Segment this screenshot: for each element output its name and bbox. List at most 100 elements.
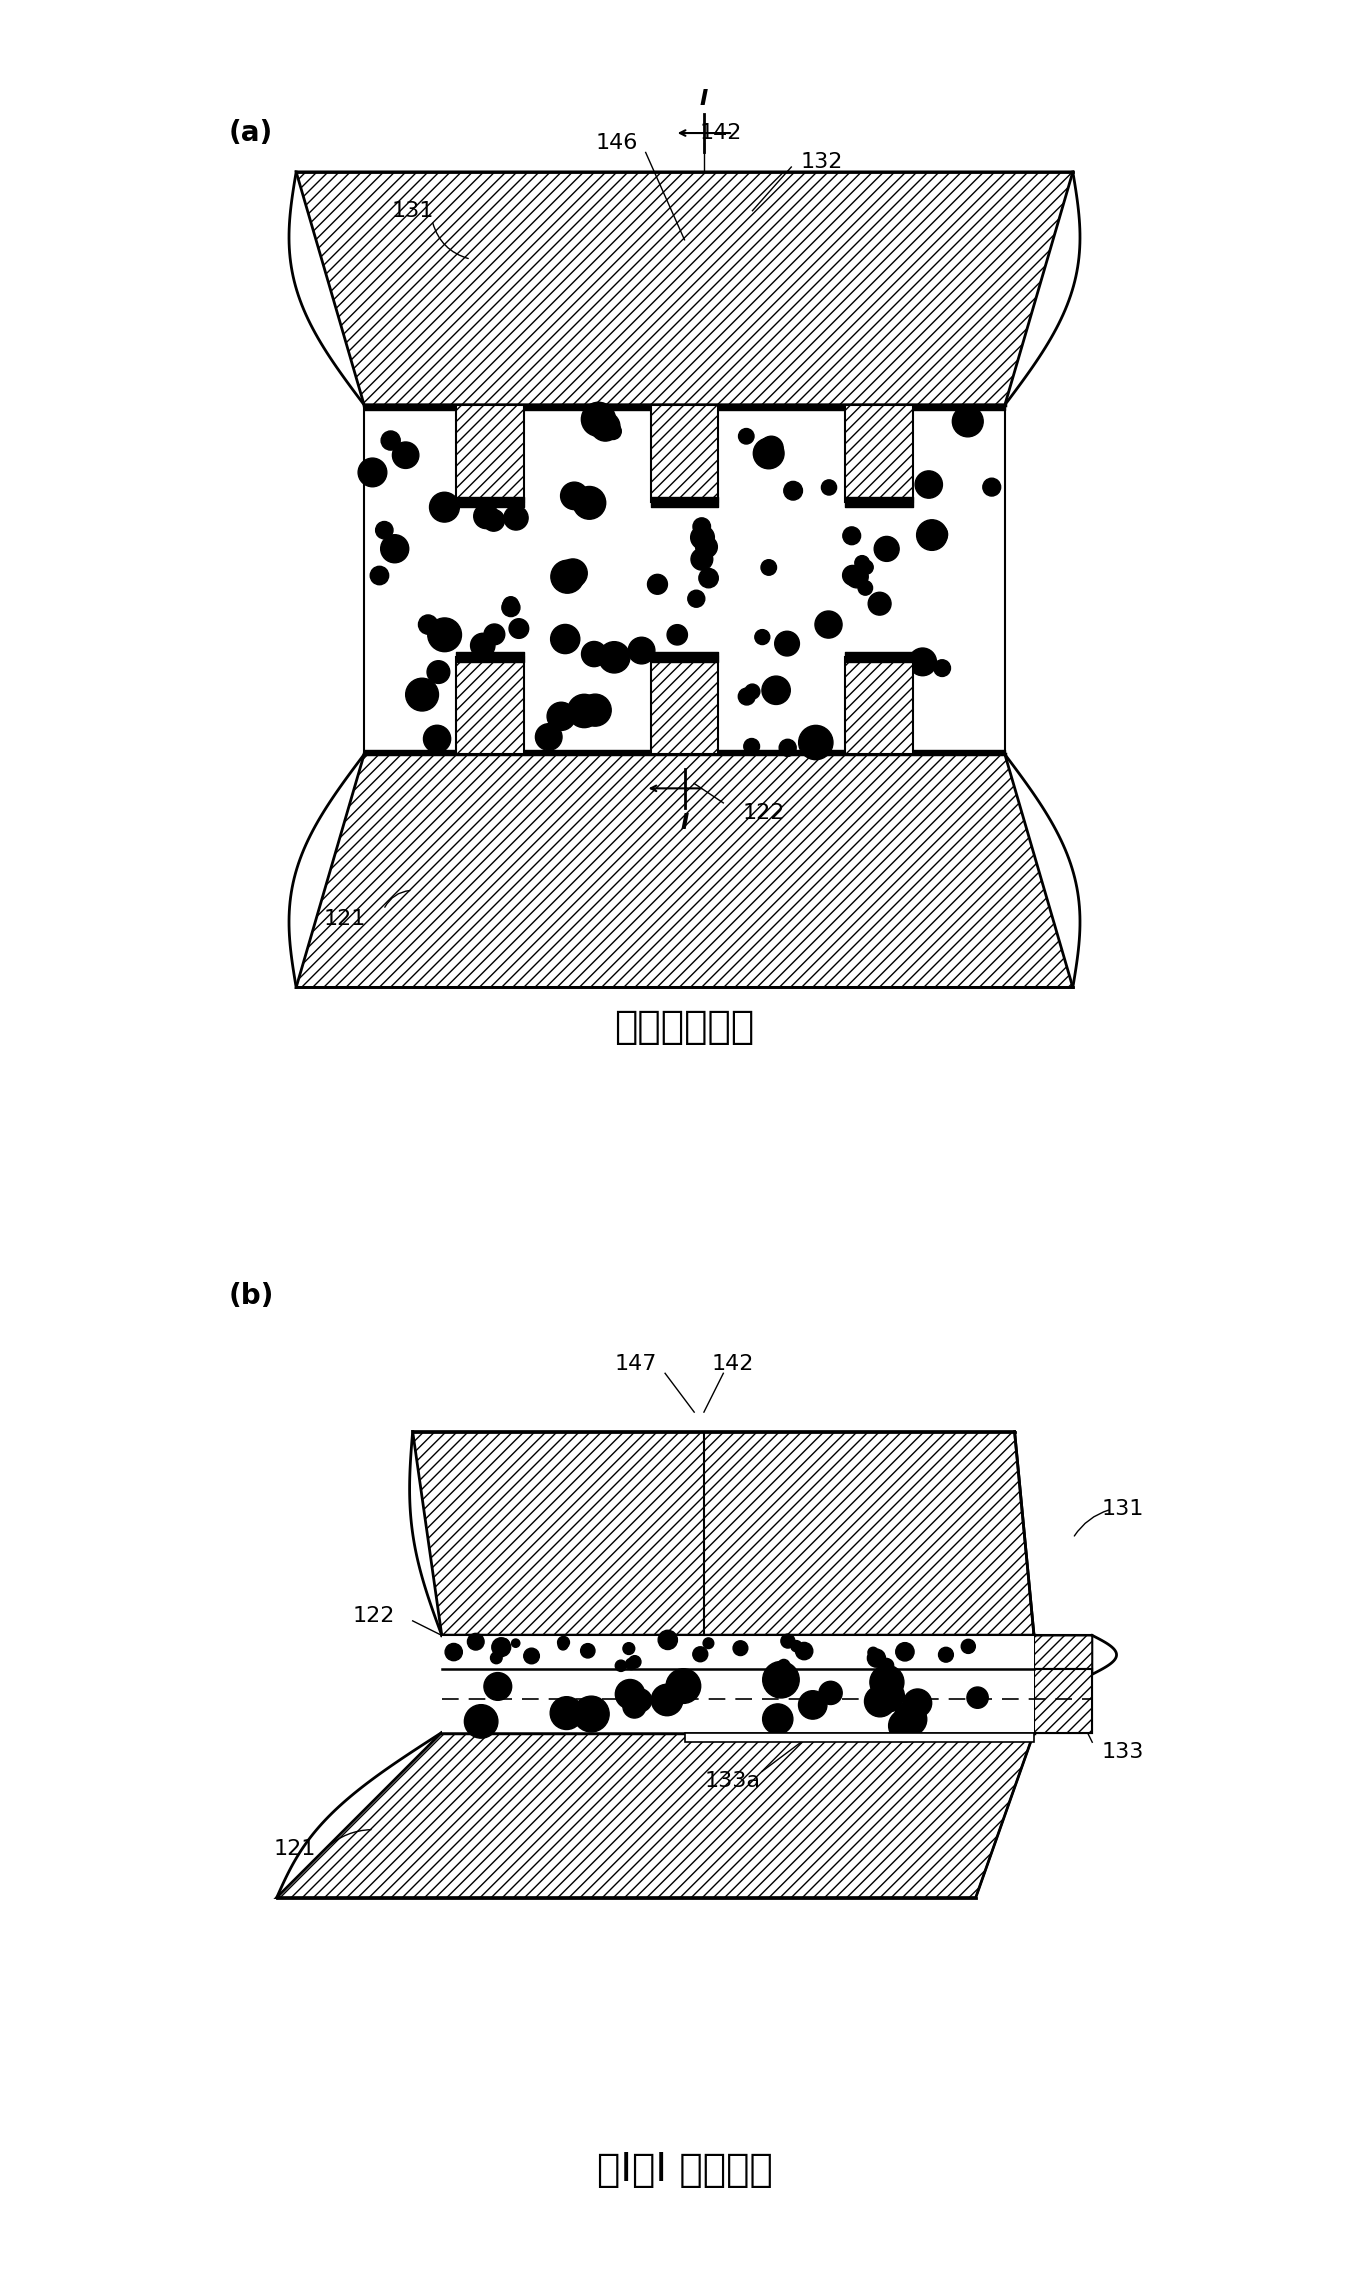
Circle shape <box>474 505 498 530</box>
Circle shape <box>582 402 616 436</box>
Circle shape <box>483 1673 512 1701</box>
Circle shape <box>735 1644 746 1655</box>
Circle shape <box>427 619 461 651</box>
Circle shape <box>605 422 622 441</box>
Polygon shape <box>456 658 524 753</box>
Circle shape <box>598 642 630 673</box>
Circle shape <box>427 660 450 683</box>
Circle shape <box>868 591 891 614</box>
Circle shape <box>502 598 520 616</box>
Circle shape <box>780 1635 795 1648</box>
Circle shape <box>763 1662 799 1699</box>
Circle shape <box>738 429 754 443</box>
Text: （现有技术）: （现有技术） <box>615 1007 754 1046</box>
Polygon shape <box>296 171 1073 404</box>
Circle shape <box>557 1637 570 1648</box>
Circle shape <box>423 726 450 753</box>
Circle shape <box>815 612 842 639</box>
Circle shape <box>445 1644 463 1660</box>
Circle shape <box>559 1639 568 1651</box>
Circle shape <box>875 537 899 562</box>
Circle shape <box>509 619 528 639</box>
Polygon shape <box>442 1669 1034 1733</box>
Circle shape <box>888 1710 921 1742</box>
Circle shape <box>550 626 580 653</box>
Text: 121: 121 <box>274 1840 316 1858</box>
Circle shape <box>961 1639 975 1653</box>
Circle shape <box>843 527 861 546</box>
Text: 133a: 133a <box>705 1772 761 1792</box>
Circle shape <box>471 632 496 658</box>
Circle shape <box>568 694 601 728</box>
Circle shape <box>868 1648 886 1667</box>
Polygon shape <box>442 1635 1034 1669</box>
Circle shape <box>393 443 419 468</box>
Circle shape <box>628 1689 652 1712</box>
Circle shape <box>784 482 802 500</box>
Circle shape <box>628 637 654 664</box>
Circle shape <box>359 459 387 486</box>
Polygon shape <box>1034 1669 1092 1733</box>
Circle shape <box>524 1648 539 1664</box>
Circle shape <box>894 1703 927 1735</box>
Polygon shape <box>684 1733 1034 1742</box>
Circle shape <box>687 591 705 607</box>
Text: I: I <box>700 89 708 110</box>
Polygon shape <box>845 404 913 502</box>
Text: 122: 122 <box>353 1605 396 1625</box>
Circle shape <box>927 525 947 546</box>
Polygon shape <box>364 404 1005 753</box>
Circle shape <box>895 1644 914 1662</box>
Circle shape <box>760 436 783 459</box>
Circle shape <box>868 1648 879 1657</box>
Circle shape <box>909 648 936 676</box>
Text: 121: 121 <box>323 909 366 929</box>
Circle shape <box>904 1689 932 1717</box>
Circle shape <box>491 1637 511 1657</box>
Circle shape <box>778 1660 790 1671</box>
Circle shape <box>623 1694 646 1719</box>
Circle shape <box>560 482 589 509</box>
Circle shape <box>879 1657 894 1673</box>
Circle shape <box>691 525 715 550</box>
Circle shape <box>574 1696 609 1733</box>
Circle shape <box>775 632 799 655</box>
Text: (b): (b) <box>229 1281 274 1310</box>
Circle shape <box>535 724 563 751</box>
Circle shape <box>798 1692 827 1719</box>
Circle shape <box>550 1696 583 1731</box>
Circle shape <box>860 559 873 575</box>
Circle shape <box>375 521 393 539</box>
Circle shape <box>842 566 862 584</box>
Circle shape <box>667 626 687 646</box>
Circle shape <box>698 568 719 587</box>
Circle shape <box>939 1648 953 1662</box>
Text: 133: 133 <box>1102 1742 1144 1762</box>
Circle shape <box>732 1641 747 1655</box>
Circle shape <box>582 642 606 667</box>
Circle shape <box>648 575 668 594</box>
Circle shape <box>579 694 611 726</box>
Circle shape <box>626 1657 637 1669</box>
Circle shape <box>550 559 583 594</box>
Circle shape <box>652 1685 683 1717</box>
Circle shape <box>873 1680 905 1712</box>
Circle shape <box>854 555 869 571</box>
Circle shape <box>500 1639 509 1648</box>
Circle shape <box>819 1680 842 1705</box>
Circle shape <box>667 1669 701 1703</box>
Circle shape <box>580 1644 596 1657</box>
Circle shape <box>983 477 1001 495</box>
Text: 122: 122 <box>743 804 786 822</box>
Circle shape <box>485 623 505 644</box>
Circle shape <box>864 1685 895 1717</box>
Circle shape <box>559 559 587 587</box>
Polygon shape <box>650 404 719 502</box>
Circle shape <box>753 438 784 468</box>
Circle shape <box>791 1641 802 1651</box>
Circle shape <box>869 1664 904 1699</box>
Text: I: I <box>680 813 689 833</box>
Circle shape <box>693 1646 708 1662</box>
Circle shape <box>967 1687 988 1708</box>
Polygon shape <box>1034 1635 1092 1733</box>
